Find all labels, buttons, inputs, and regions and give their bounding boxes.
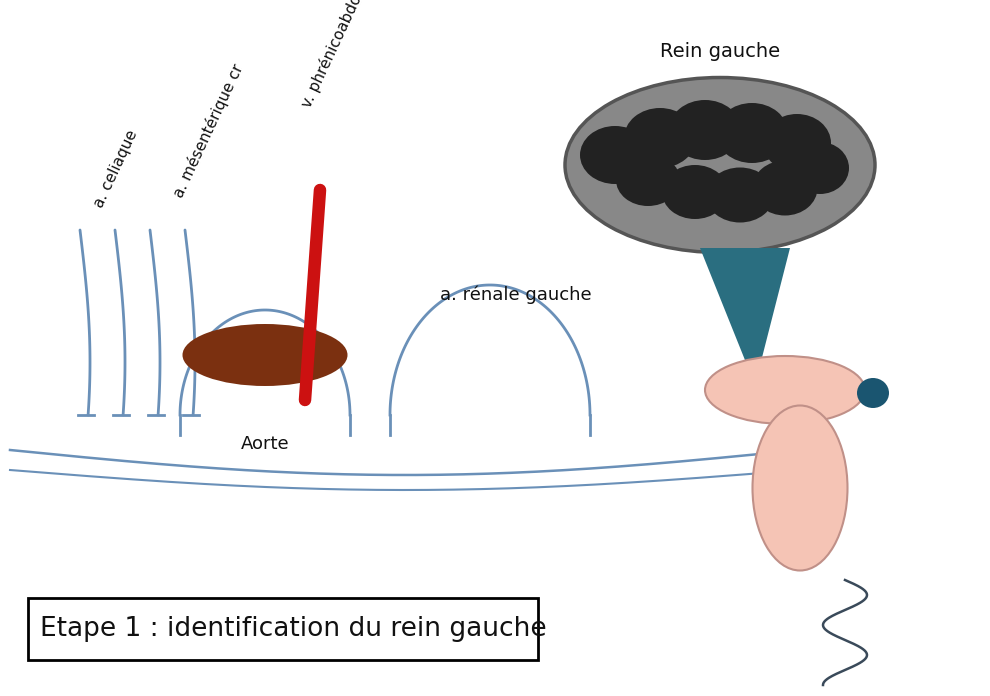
Ellipse shape: [716, 103, 788, 163]
Ellipse shape: [182, 324, 347, 386]
Text: a. celiaque: a. celiaque: [91, 127, 141, 210]
Polygon shape: [700, 248, 790, 385]
Text: Aorte: Aorte: [241, 435, 289, 453]
Ellipse shape: [791, 142, 849, 194]
Ellipse shape: [624, 108, 696, 168]
Text: Etape 1 : identification du rein gauche: Etape 1 : identification du rein gauche: [40, 616, 546, 642]
Bar: [28, 598, 538, 660]
Ellipse shape: [565, 77, 875, 253]
Ellipse shape: [752, 161, 818, 216]
Ellipse shape: [705, 356, 865, 424]
Ellipse shape: [662, 165, 728, 219]
Ellipse shape: [857, 378, 889, 408]
Text: Rein gauche: Rein gauche: [660, 42, 780, 61]
Ellipse shape: [616, 154, 680, 206]
Text: a. mésentérique cr: a. mésentérique cr: [170, 61, 247, 200]
Text: v. phrénicoabdominale: v. phrénicoabdominale: [299, 0, 387, 110]
Ellipse shape: [752, 406, 847, 571]
Ellipse shape: [706, 168, 774, 223]
Ellipse shape: [580, 126, 650, 184]
Text: a. rénale gauche: a. rénale gauche: [440, 286, 592, 304]
Ellipse shape: [669, 100, 741, 160]
Ellipse shape: [763, 114, 831, 172]
